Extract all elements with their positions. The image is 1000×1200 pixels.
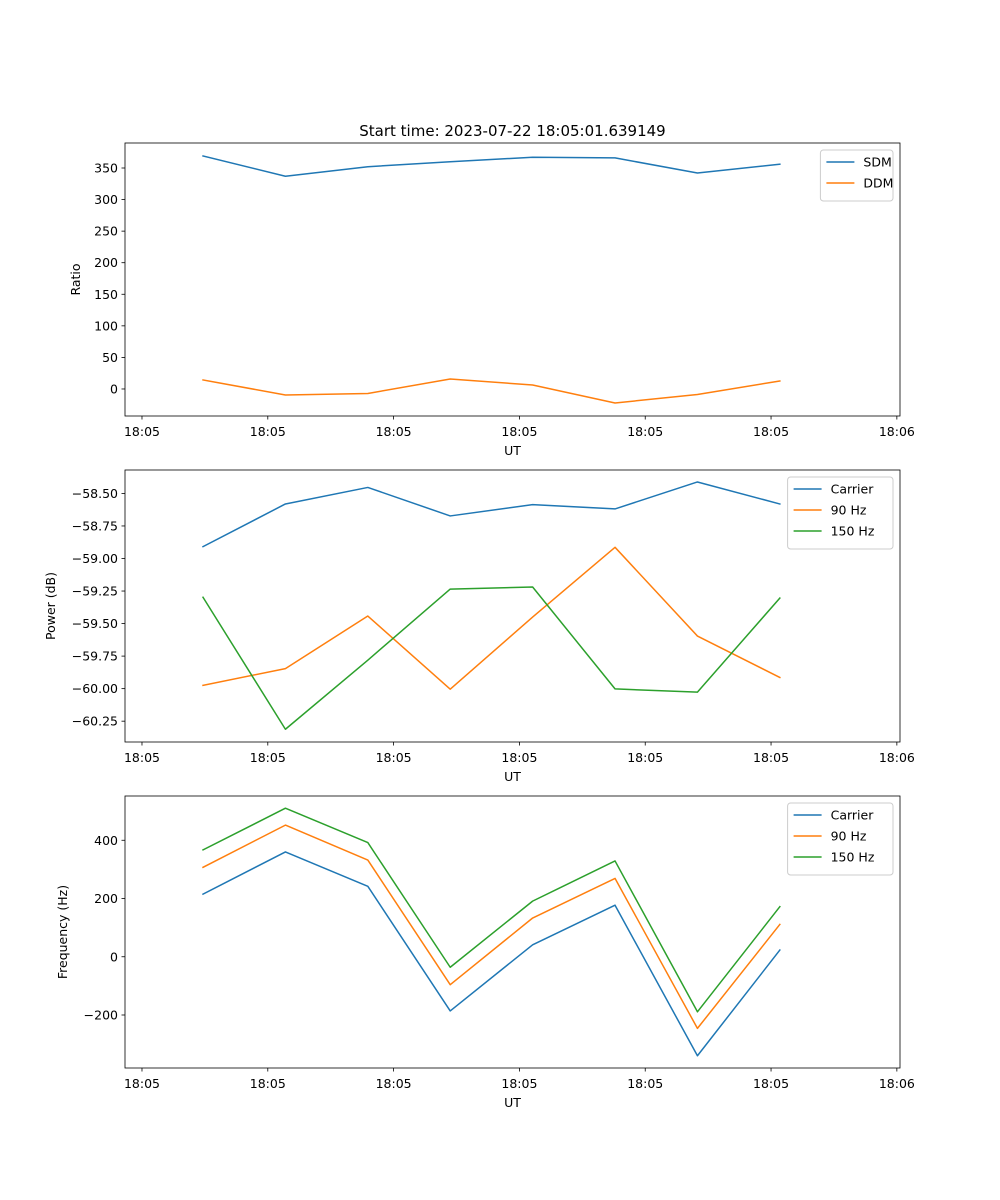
y-tick-label: 0 (110, 949, 118, 964)
legend-label-150-hz: 150 Hz (831, 850, 875, 865)
x-tick-label: 18:05 (753, 1076, 789, 1091)
x-tick-label: 18:05 (753, 750, 789, 765)
y-tick-label: 300 (94, 192, 118, 207)
x-tick-label: 18:05 (250, 1076, 286, 1091)
legend-label-sdm: SDM (863, 155, 891, 170)
y-axis-label: Ratio (68, 263, 83, 295)
series-line-ddm (202, 378, 781, 404)
legend: Carrier 90 Hz 150 Hz (787, 476, 894, 550)
series-line-90-hz (201, 824, 781, 1030)
y-tick-label: 400 (94, 833, 118, 848)
x-tick-label: 18:05 (376, 750, 412, 765)
legend-label-carrier: Carrier (831, 482, 875, 497)
power-subplot: 18:05 18:05 18:05 18:05 18:05 18:05 18:06 −58.5… (43, 469, 915, 784)
y-axis-label: Power (dB) (43, 572, 58, 640)
y-tick-label: −59.00 (72, 551, 118, 566)
x-tick-label: 18:05 (753, 424, 789, 439)
y-tick-label: −59.50 (72, 616, 118, 631)
legend-label-150-hz: 150 Hz (831, 524, 875, 539)
y-tick-label: 100 (94, 318, 118, 333)
y-tick-label: 350 (94, 161, 118, 176)
y-tick-label: −58.75 (72, 518, 118, 533)
series-line-sdm (202, 155, 781, 177)
legend: SDM DDM (819, 149, 894, 202)
axes-frame (124, 795, 901, 1069)
legend-label-90-hz: 90 Hz (831, 829, 867, 844)
x-axis-label: UT (504, 443, 521, 458)
x-tick-label: 18:05 (501, 424, 537, 439)
series-line-carrier (201, 481, 781, 548)
x-tick-label: 18:06 (879, 424, 915, 439)
chart-title: Start time: 2023-07-22 18:05:01.639149 (359, 122, 665, 140)
x-axis-label: UT (504, 1095, 521, 1110)
legend-label-carrier: Carrier (831, 808, 875, 823)
x-tick-label: 18:05 (627, 424, 663, 439)
ratio-subplot: 18:05 18:05 18:05 18:05 18:05 18:05 18:06 0 50 10… (68, 142, 915, 458)
x-tick-label: 18:05 (627, 750, 663, 765)
legend-label-ddm: DDM (863, 176, 893, 191)
x-tick-label: 18:05 (501, 750, 537, 765)
x-tick-label: 18:05 (124, 424, 160, 439)
y-tick-label: 250 (94, 224, 118, 239)
y-tick-label: 200 (94, 891, 118, 906)
y-tick-label: 200 (94, 255, 118, 270)
y-axis-label: Frequency (Hz) (55, 885, 70, 979)
y-tick-label: 150 (94, 287, 118, 302)
legend-label-90-hz: 90 Hz (831, 503, 867, 518)
frequency-subplot: 18:05 18:05 18:05 18:05 18:05 18:05 18:06 −200 0… (55, 795, 915, 1110)
x-tick-label: 18:06 (879, 750, 915, 765)
y-tick-label: −59.75 (72, 649, 118, 664)
y-tick-label: 50 (102, 350, 118, 365)
y-tick-label: −58.50 (72, 486, 118, 501)
y-tick-label: −59.25 (72, 584, 118, 599)
axes-frame (124, 142, 901, 417)
axes-frame (124, 469, 901, 743)
series-line-carrier (201, 851, 781, 1057)
legend: Carrier 90 Hz 150 Hz (787, 802, 894, 876)
y-tick-label: −60.00 (72, 681, 118, 696)
series-line-150-hz (201, 807, 781, 1013)
x-axis-label: UT (504, 769, 521, 784)
x-tick-label: 18:05 (250, 750, 286, 765)
y-tick-label: −60.25 (72, 714, 118, 729)
series-line-150-hz (201, 586, 781, 730)
x-tick-label: 18:05 (627, 1076, 663, 1091)
y-tick-label: −200 (84, 1007, 118, 1022)
x-tick-label: 18:05 (250, 424, 286, 439)
x-tick-label: 18:05 (124, 750, 160, 765)
series-line-90-hz (202, 546, 781, 690)
x-tick-label: 18:06 (879, 1076, 915, 1091)
y-tick-label: 0 (110, 381, 118, 396)
x-tick-label: 18:05 (376, 1076, 412, 1091)
x-tick-label: 18:05 (124, 1076, 160, 1091)
x-tick-label: 18:05 (376, 424, 412, 439)
x-tick-label: 18:05 (501, 1076, 537, 1091)
